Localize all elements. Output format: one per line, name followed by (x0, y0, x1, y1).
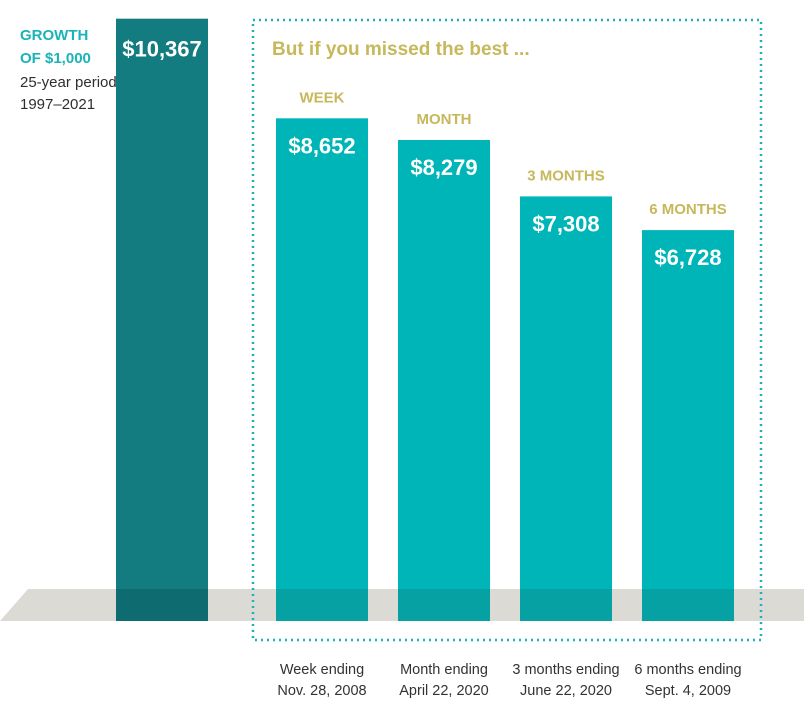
bar-category-label-3: 6 MONTHS (649, 201, 727, 218)
bar-category-label-1: MONTH (417, 111, 472, 128)
bar-date-line-3-1: Sept. 4, 2009 (645, 683, 731, 699)
bar-floor-shadow-0 (276, 589, 368, 621)
bar-date-label-2: 3 months ending June 22, 2020 (512, 662, 619, 699)
bar-0 (276, 118, 368, 622)
chart-headline: But if you missed the best ... (272, 39, 530, 60)
bar-date-label-0: Week ending Nov. 28, 2008 (277, 662, 366, 699)
growth-label-line1: GROWTH (20, 27, 88, 44)
period-label: 25-year period 1997–2021 (20, 74, 121, 113)
baseline-bar (116, 18, 208, 621)
bar-date-line-0-0: Week ending (280, 662, 364, 678)
bar-1 (398, 139, 490, 621)
bar-date-line-2-1: June 22, 2020 (520, 683, 612, 699)
period-label-line1: 25-year period (20, 74, 117, 91)
highlight-frame (251, 18, 763, 642)
bar-date-line-3-0: 6 months ending (634, 662, 741, 678)
growth-label: GROWTH OF $1,000 (20, 27, 93, 67)
bar-category-label-0: WEEK (300, 89, 345, 106)
bar-floor-shadow-3 (642, 589, 734, 621)
bar-date-line-1-0: Month ending (400, 662, 488, 678)
bar-value-label-3: $6,728 (654, 245, 721, 270)
bar-3 (642, 230, 734, 621)
growth-label-line2: OF $1,000 (20, 50, 91, 67)
bar-date-label-3: 6 months ending Sept. 4, 2009 (634, 662, 741, 699)
bar-date-line-2-0: 3 months ending (512, 662, 619, 678)
bar-date-line-1-1: April 22, 2020 (399, 683, 488, 699)
bar-value-label-0: $8,652 (288, 133, 355, 158)
bar-date-label-1: Month ending April 22, 2020 (399, 662, 488, 699)
bar-value-label-2: $7,308 (532, 211, 599, 236)
baseline-value-label: $10,367 (122, 37, 202, 62)
bar-group: WEEK $8,652 Week ending Nov. 28, 2008 MONTH $… (276, 89, 742, 699)
bar-floor-shadow-1 (398, 589, 490, 621)
baseline-bar-floor-shadow (116, 589, 208, 621)
bar-category-label-2: 3 MONTHS (527, 167, 605, 184)
period-label-line2: 1997–2021 (20, 96, 95, 113)
bar-value-label-1: $8,279 (410, 155, 477, 180)
bar-floor-shadow-2 (520, 589, 612, 621)
bar-date-line-0-1: Nov. 28, 2008 (277, 683, 366, 699)
bar-2 (520, 196, 612, 621)
